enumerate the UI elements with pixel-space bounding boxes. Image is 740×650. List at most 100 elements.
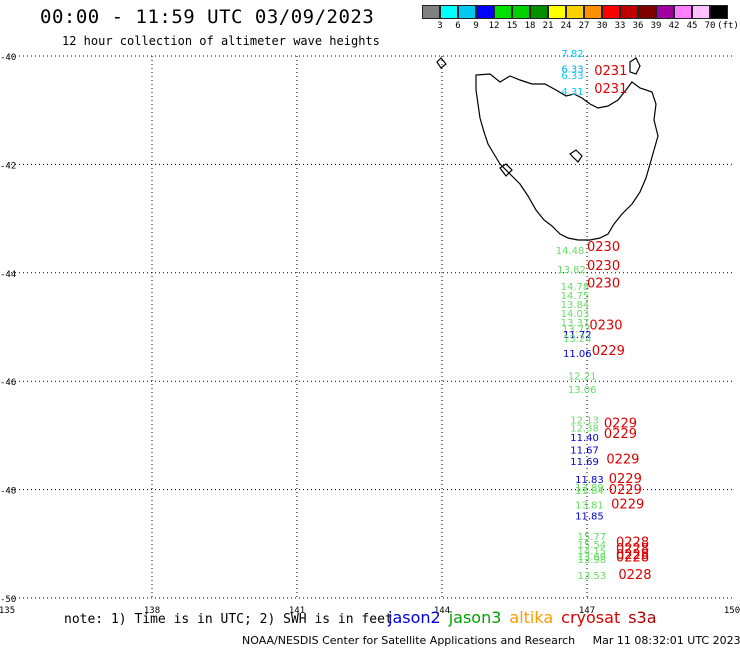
wave-height-label: 13.84 bbox=[561, 300, 590, 311]
tasmania-outline bbox=[475, 73, 659, 241]
colorbar-labels: 3 6 9 12 15 18 21 24 27 30 33 36 39 42 45 70 (ft) bbox=[422, 19, 739, 33]
colorbar-label: 3 bbox=[437, 21, 443, 31]
map-subtitle: 12 hour collection of altimeter wave hei… bbox=[62, 34, 380, 48]
observation-time-label: 0230 bbox=[587, 276, 620, 291]
wave-height-label: 14.75 bbox=[561, 291, 590, 302]
flinders-island-outline bbox=[629, 57, 641, 75]
wave-height-label: 12.21 bbox=[568, 372, 597, 383]
colorbar-swatch bbox=[656, 5, 674, 19]
colorbar-swatch bbox=[674, 5, 692, 19]
wave-height-label: 13.77 bbox=[562, 324, 591, 335]
legend-jason2: jason2 bbox=[388, 608, 441, 627]
king-island-outline bbox=[436, 57, 447, 69]
colorbar-label: 36 bbox=[632, 21, 644, 31]
lat-tick-label: -40 bbox=[0, 53, 16, 63]
wave-height-label: 14.03 bbox=[561, 309, 590, 320]
lake-outline bbox=[499, 163, 513, 177]
wave-height-label: 11.83 bbox=[575, 475, 604, 486]
bay-outline bbox=[569, 149, 583, 163]
observation-time-label: 0229 bbox=[604, 427, 637, 442]
colorbar-swatch bbox=[530, 5, 548, 19]
observation-time-label: 0230 bbox=[589, 319, 622, 334]
wave-height-label: 6.33 bbox=[561, 71, 583, 82]
wave-height-label: 13.53 bbox=[578, 571, 607, 582]
colorbar-label: 27 bbox=[578, 21, 590, 31]
colorbar-label: (ft) bbox=[717, 21, 739, 31]
colorbar-swatch bbox=[584, 5, 602, 19]
colorbar-swatch bbox=[602, 5, 620, 19]
observation-time-label: 0229 bbox=[609, 483, 642, 498]
lon-tick-label: 150 bbox=[724, 606, 740, 616]
observation-times: 0231023102300230023002300229022902290229… bbox=[587, 64, 652, 583]
tasmania-coastline bbox=[436, 57, 659, 241]
lat-tick-label: -42 bbox=[0, 161, 16, 171]
observation-time-label: 0229 bbox=[592, 344, 625, 359]
lon-tick-label: 135 bbox=[0, 606, 15, 616]
colorbar-label: 70 bbox=[704, 21, 716, 31]
footer-credit: NOAA/NESDIS Center for Satellite Applica… bbox=[242, 634, 740, 647]
lat-tick-label: -44 bbox=[0, 270, 16, 280]
wave-height-observations: 7.826.336.334.3114.4813.8214.7814.7513.8… bbox=[556, 49, 606, 582]
observation-time-label: 0229 bbox=[604, 416, 637, 431]
colorbar-label: 18 bbox=[524, 21, 536, 31]
colorbar-label: 9 bbox=[473, 21, 479, 31]
legend-altika: altika bbox=[509, 608, 554, 627]
wave-height-label: 6.33 bbox=[561, 64, 583, 75]
wave-height-label: 13.89 bbox=[575, 483, 604, 494]
colorbar-label: 24 bbox=[560, 21, 572, 31]
colorbar-label: 42 bbox=[668, 21, 680, 31]
colorbar-swatch bbox=[512, 5, 530, 19]
observation-time-label: 0228 bbox=[618, 568, 651, 583]
wave-height-label: 12.13 bbox=[570, 415, 599, 426]
legend-s3a: s3a bbox=[628, 608, 657, 627]
wave-height-label: 14.48 bbox=[556, 246, 585, 257]
wave-height-label: 14.15 bbox=[578, 547, 607, 558]
lat-lon-grid bbox=[7, 55, 732, 599]
colorbar-label: 39 bbox=[650, 21, 662, 31]
wave-height-label: 14.78 bbox=[561, 282, 590, 293]
wave-height-label: 11.84 bbox=[575, 486, 604, 497]
wave-height-label: 11.69 bbox=[570, 457, 599, 468]
colorbar-swatch bbox=[638, 5, 656, 19]
observation-time-label: 0228 bbox=[616, 536, 649, 551]
colorbar-swatch bbox=[422, 5, 440, 19]
lat-tick-label: -46 bbox=[0, 378, 16, 388]
wave-height-label: 13.98 bbox=[578, 555, 607, 566]
colorbar-swatch bbox=[692, 5, 710, 19]
footer-note: note: 1) Time is in UTC; 2) SWH is in fe… bbox=[64, 612, 393, 627]
wave-height-label: 11.40 bbox=[570, 433, 599, 444]
observation-time-label: 0230 bbox=[587, 259, 620, 274]
wave-height-label: 7.82 bbox=[561, 49, 583, 60]
observation-time-label: 0228 bbox=[616, 548, 649, 563]
colorbar-swatch bbox=[620, 5, 638, 19]
colorbar-swatch bbox=[494, 5, 512, 19]
colorbar-swatches bbox=[422, 5, 728, 19]
wave-height-label: 11.85 bbox=[575, 511, 604, 522]
legend-cryosat: cryosat bbox=[561, 608, 621, 627]
credit-organization: NOAA/NESDIS Center for Satellite Applica… bbox=[242, 634, 576, 647]
legend-jason3: jason3 bbox=[448, 608, 502, 627]
lon-tick-label: 141 bbox=[289, 606, 305, 616]
wave-height-label: 13.24 bbox=[563, 334, 592, 345]
colorbar-label: 21 bbox=[542, 21, 554, 31]
wave-height-label: 11.72 bbox=[563, 330, 592, 341]
wave-height-label: 11.67 bbox=[570, 445, 599, 456]
observation-time-label: 0228 bbox=[616, 551, 649, 566]
observation-time-label: 0229 bbox=[606, 453, 639, 468]
colorbar-label: 6 bbox=[455, 21, 461, 31]
wave-height-label: 15.54 bbox=[578, 540, 607, 551]
colorbar-label: 33 bbox=[614, 21, 626, 31]
wave-height-label: 13.06 bbox=[568, 385, 597, 396]
colorbar-label: 30 bbox=[596, 21, 608, 31]
colorbar-label: 12 bbox=[488, 21, 500, 31]
colorbar-swatch bbox=[710, 5, 728, 19]
observation-time-label: 0229 bbox=[609, 472, 642, 487]
wave-height-colorbar: 3 6 9 12 15 18 21 24 27 30 33 36 39 42 45 70 (ft) bbox=[422, 5, 739, 33]
observation-time-label: 0228 bbox=[616, 542, 649, 557]
observation-time-label: 0229 bbox=[611, 498, 644, 513]
wave-height-label: 11.06 bbox=[563, 349, 592, 360]
observation-time-label: 0231 bbox=[594, 64, 627, 79]
colorbar-swatch bbox=[458, 5, 476, 19]
wave-height-label: 13.82 bbox=[557, 265, 586, 276]
